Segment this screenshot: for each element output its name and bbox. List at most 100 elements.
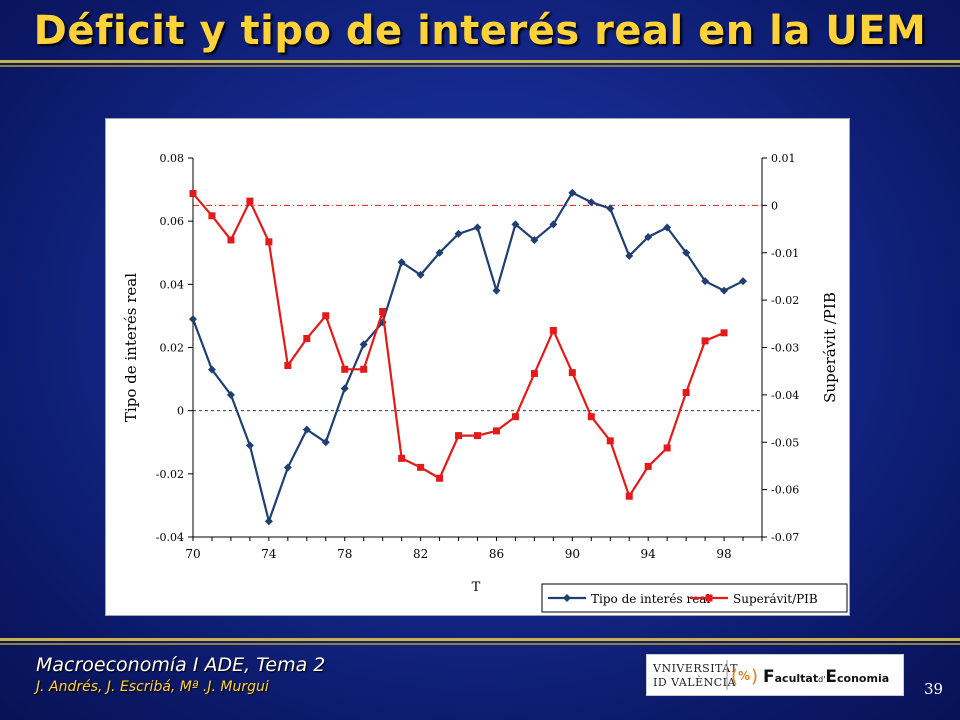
rate-point: [245, 441, 254, 450]
chart-panel: 0.08 0.06 0.04 0.02 0 -0.02 -0.04 0.01 0 -0.01 -0.…: [105, 118, 850, 616]
y-axis-title-right: Superávit /PIB: [821, 292, 839, 403]
x-tick-label: 74: [261, 547, 277, 561]
y-right-tick-label: -0.01: [771, 247, 799, 260]
surplus-point: [246, 197, 254, 205]
surplus-point: [208, 212, 216, 220]
surplus-point: [587, 413, 595, 421]
y-left-tick-label: 0: [177, 405, 184, 418]
rate-point: [207, 365, 216, 374]
y-left-tick-label: 0.08: [160, 152, 185, 165]
rate-point: [682, 248, 691, 257]
surplus-point: [398, 454, 406, 462]
logo-faculty: Facultatd'Economia: [763, 667, 889, 687]
y-right-tick-label: -0.05: [771, 436, 799, 449]
rate-point: [549, 220, 558, 229]
y-right-tick-label: -0.07: [771, 531, 799, 544]
surplus-point: [568, 369, 576, 377]
surplus-point: [663, 444, 671, 452]
y-right-tick-label: 0: [771, 199, 778, 212]
legend-marker-square: [705, 594, 713, 602]
rate-point: [606, 204, 615, 213]
surplus-point: [189, 190, 197, 198]
rate-point: [397, 258, 406, 267]
rate-point: [739, 277, 748, 286]
rate-point: [359, 340, 368, 349]
rate-point: [302, 425, 311, 434]
y-right-tick-label: -0.02: [771, 294, 799, 307]
title-underline-secondary: [0, 65, 960, 67]
surplus-point: [625, 492, 633, 500]
y-left-tick-label: -0.02: [156, 468, 184, 481]
x-tick-label: 86: [489, 547, 504, 561]
surplus-point: [303, 334, 311, 342]
surplus-point: [436, 474, 444, 482]
surplus-point: [227, 236, 235, 244]
y-right-tick-label: 0.01: [771, 152, 796, 165]
surplus-point: [549, 326, 557, 334]
logo-university-line2: ID VALÈNCIA: [653, 675, 737, 689]
x-tick-label: 98: [716, 547, 731, 561]
surplus-point: [606, 437, 614, 445]
y-right-tick-label: -0.06: [771, 484, 799, 497]
y-right-tick-label: -0.04: [771, 389, 799, 402]
logo-badge: %: [738, 669, 750, 683]
series-line-rate: [191, 191, 744, 526]
surplus-point: [644, 462, 652, 470]
surplus-point: [511, 413, 519, 421]
legend-marker-diamond: [563, 594, 571, 602]
y-left-tick-label: -0.04: [156, 531, 184, 544]
rate-point: [568, 188, 577, 197]
surplus-point: [265, 238, 273, 246]
surplus-point: [455, 432, 463, 440]
surplus-point: [720, 329, 728, 337]
rate-point: [720, 286, 729, 295]
legend-label: Superávit/PIB: [733, 592, 818, 606]
y-left-tick-label: 0.04: [160, 278, 185, 291]
x-tick-label: 82: [413, 547, 428, 561]
rate-point: [416, 270, 425, 279]
slide-title: Déficit y tipo de interés real en la UEM: [33, 8, 927, 54]
y-axis-title-left: Tipo de interés real: [122, 273, 140, 422]
rate-point: [435, 248, 444, 257]
series-line-surplus: [192, 192, 725, 499]
surplus-point: [284, 362, 292, 370]
y-left-tick-label: 0.02: [160, 342, 185, 355]
surplus-point: [360, 365, 368, 373]
svg-text:): ): [751, 666, 758, 687]
logo-university-line1: VNIVERSITAT: [652, 662, 738, 675]
surplus-point: [701, 337, 709, 345]
rate-point: [283, 463, 292, 472]
authors: J. Andrés, J. Escribá, Mª .J. Murgui: [36, 679, 269, 695]
rate-point: [264, 517, 273, 526]
rate-point: [663, 223, 672, 232]
legend-label: Tipo de interés real: [591, 592, 710, 606]
course-name: Macroeconomía I ADE, Tema 2: [36, 654, 326, 676]
rate-point: [625, 251, 634, 260]
university-logo: VNIVERSITAT ID VALÈNCIA ( % ) Facultatd'…: [646, 654, 904, 696]
surplus-point: [341, 365, 349, 373]
y-right-tick-label: -0.03: [771, 342, 799, 355]
title-underline: [0, 60, 960, 63]
rate-point: [701, 277, 710, 286]
x-tick-label: 90: [565, 547, 580, 561]
svg-text:(: (: [731, 666, 738, 687]
surplus-point: [474, 432, 481, 440]
rate-point: [587, 198, 596, 207]
y-left-tick-label: 0.06: [160, 215, 185, 228]
rate-point: [226, 390, 235, 399]
x-axis-title: T: [472, 580, 481, 595]
surplus-point: [492, 427, 500, 435]
surplus-point: [682, 389, 690, 397]
x-tick-label: 70: [185, 547, 200, 561]
footer-rule-secondary: [0, 643, 960, 645]
footer-rule: [0, 638, 960, 641]
surplus-point: [417, 463, 425, 471]
rate-point: [340, 384, 349, 393]
surplus-point: [379, 307, 387, 315]
rate-point: [473, 223, 482, 232]
x-tick-label: 78: [337, 547, 352, 561]
rate-point: [511, 220, 520, 229]
page-number: 39: [924, 680, 944, 698]
x-tick-label: 94: [641, 547, 657, 561]
rate-point: [530, 236, 539, 245]
